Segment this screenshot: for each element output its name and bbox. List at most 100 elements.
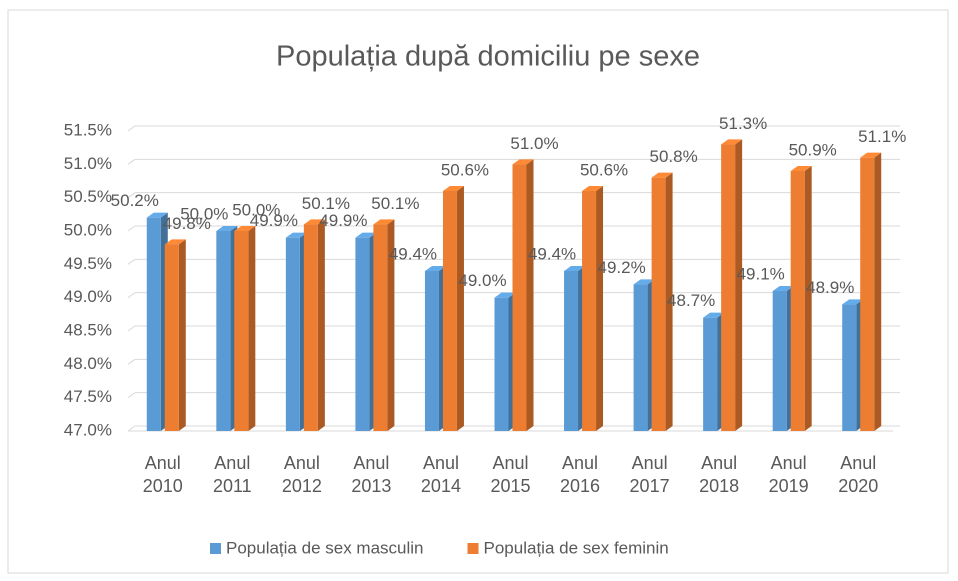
data-label: 49.2% <box>597 258 645 277</box>
bar <box>164 244 179 431</box>
bar <box>303 224 318 431</box>
x-tick-label: Anul 2011 <box>212 453 252 496</box>
y-tick-label: 47.0% <box>64 420 112 439</box>
bar <box>564 271 579 431</box>
bar <box>721 144 736 432</box>
data-label: 50.6% <box>580 160 628 179</box>
data-label: 49.8% <box>163 214 211 233</box>
x-tick-label: Anul 2016 <box>560 453 601 496</box>
data-label: 49.0% <box>458 271 506 290</box>
grid-line-side <box>127 225 136 232</box>
bar-side <box>665 172 673 431</box>
x-tick-label: Anul 2015 <box>490 453 531 496</box>
grid-line-side <box>127 325 136 332</box>
bar-side <box>804 166 812 431</box>
legend-swatch <box>467 543 479 554</box>
bar-top <box>772 286 794 291</box>
y-tick-label: 50.5% <box>64 187 112 206</box>
bar-top <box>842 299 864 305</box>
y-tick-label: 48.0% <box>64 354 112 373</box>
data-label: 50.0% <box>180 204 228 223</box>
bar <box>355 237 370 431</box>
data-label: 48.9% <box>806 278 854 297</box>
bar <box>772 291 787 431</box>
bar <box>216 231 231 431</box>
legend-label: Populația de sex masculin <box>226 538 424 557</box>
grid-line-side <box>127 392 136 399</box>
bar-side <box>387 219 395 431</box>
bar <box>703 317 718 431</box>
grid-line-side <box>127 258 136 265</box>
bar <box>285 237 300 431</box>
y-tick-label: 47.5% <box>64 387 112 406</box>
data-label: 50.1% <box>371 194 419 213</box>
bar-top <box>373 219 395 225</box>
bar-side <box>317 219 325 431</box>
bar-side <box>178 239 186 431</box>
x-tick-label: Anul 2014 <box>420 453 461 496</box>
grid-line-side <box>127 292 136 299</box>
data-label: 50.1% <box>302 194 350 213</box>
bar-top <box>564 266 586 271</box>
bar <box>790 171 805 431</box>
bar-top <box>164 239 186 245</box>
data-label: 49.9% <box>250 211 298 230</box>
chart-title: Populația după domiciliu pe sexe <box>276 41 700 73</box>
data-label: 50.8% <box>649 147 697 166</box>
bar-top <box>633 279 655 285</box>
bar-top <box>494 292 516 298</box>
bar-top <box>146 212 168 218</box>
bar-top <box>285 232 307 238</box>
y-tick-label: 51.5% <box>64 120 112 139</box>
legend-swatch <box>210 543 221 554</box>
y-tick-label: 49.5% <box>64 254 112 273</box>
bar <box>633 284 648 431</box>
data-label: 51.1% <box>858 127 906 146</box>
x-tick-label: Anul 2013 <box>351 453 392 496</box>
data-label: 50.2% <box>111 191 159 210</box>
data-label: 49.4% <box>528 244 576 263</box>
data-label: 49.9% <box>319 211 367 230</box>
grid-line-side <box>127 192 136 199</box>
bar <box>424 271 439 431</box>
bar-top <box>216 226 238 231</box>
bar <box>842 304 857 431</box>
grid-line-side <box>127 125 136 132</box>
bar-side <box>248 226 256 431</box>
bar-top <box>651 172 673 178</box>
bar-top <box>424 266 446 271</box>
bar-top <box>790 166 812 171</box>
bar-top <box>355 232 377 238</box>
y-tick-label: 51.0% <box>64 154 112 173</box>
grid-line-side <box>127 358 136 365</box>
data-label: 50.9% <box>789 140 837 159</box>
bar-top <box>303 219 325 225</box>
bar <box>442 191 457 431</box>
bar <box>651 177 666 431</box>
bar <box>373 224 388 431</box>
bar-top <box>582 186 604 191</box>
bar-side <box>596 186 604 431</box>
bar <box>512 164 527 432</box>
data-label: 50.0% <box>232 200 280 219</box>
bar <box>494 297 509 431</box>
grid-line-side <box>127 425 136 432</box>
data-label: 50.6% <box>441 160 489 179</box>
x-tick-label: Anul 2010 <box>142 453 183 496</box>
bar-side <box>735 139 743 432</box>
y-tick-label: 48.5% <box>64 320 112 339</box>
x-tick-label: Anul 2020 <box>838 453 879 496</box>
data-label: 51.0% <box>510 134 558 153</box>
x-tick-label: Anul 2017 <box>629 453 670 496</box>
legend-label: Populația de sex feminin <box>484 538 669 557</box>
bar <box>146 217 161 431</box>
x-tick-label: Anul 2018 <box>699 453 740 496</box>
bar-top <box>442 186 464 191</box>
bar-top <box>512 159 534 165</box>
bar-top <box>234 226 256 231</box>
x-tick-label: Anul 2019 <box>768 453 809 496</box>
grid-line-side <box>127 158 136 165</box>
y-tick-label: 50.0% <box>64 220 112 239</box>
